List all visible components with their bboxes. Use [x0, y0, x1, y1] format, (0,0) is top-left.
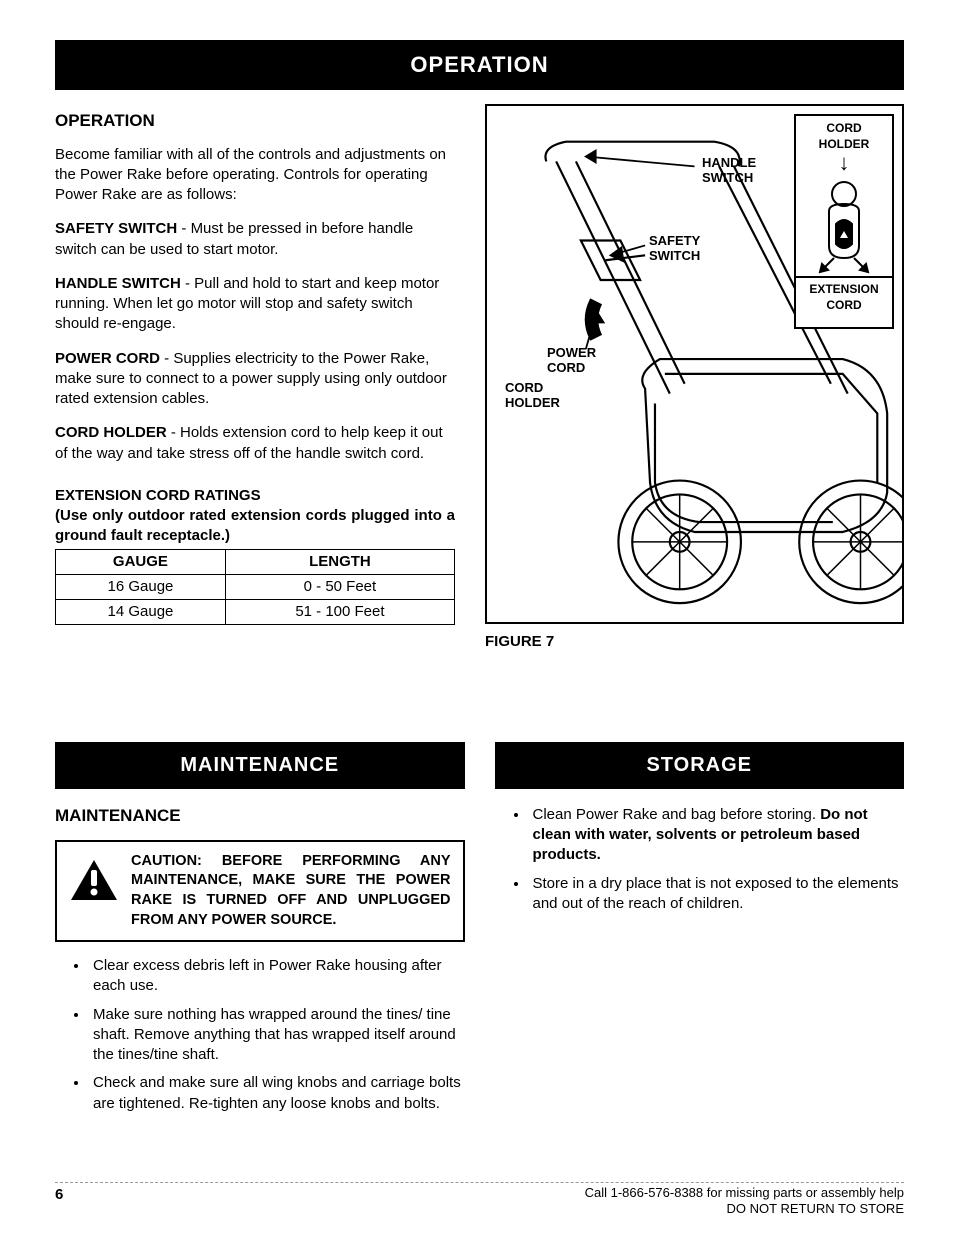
extension-ratings-heading: EXTENSION CORD RATINGS (Use only outdoor… [55, 486, 455, 547]
list-item: Make sure nothing has wrapped around the… [89, 1005, 465, 1066]
table-header-length: LENGTH [225, 549, 454, 574]
warning-icon [69, 858, 119, 902]
table-header-gauge: GAUGE [56, 549, 226, 574]
figure-caption: FIGURE 7 [485, 632, 904, 652]
figure-7-diagram: HANDLE SWITCH SAFETY SWITCH POWER CORD C… [485, 104, 904, 624]
storage-bullets: Clean Power Rake and bag before storing.… [495, 805, 905, 914]
list-item: Clean Power Rake and bag before storing.… [529, 805, 905, 866]
label-safety-switch: SAFETY SWITCH [649, 234, 700, 264]
op-item-safety: SAFETY SWITCH - Must be pressed in befor… [55, 219, 455, 260]
storage-column: STORAGE Clean Power Rake and bag before … [495, 742, 905, 1122]
op-item-cord-holder: CORD HOLDER - Holds extension cord to he… [55, 423, 455, 464]
label-cord-holder: CORD HOLDER [505, 381, 560, 411]
label-handle-switch: HANDLE SWITCH [702, 156, 756, 186]
cord-holder-inset: CORD HOLDER ↓ EXTENSION CORD [794, 114, 894, 329]
label-power-cord: POWER CORD [547, 346, 596, 376]
extension-cord-table: GAUGE LENGTH 16 Gauge 0 - 50 Feet 14 Gau… [55, 549, 455, 626]
operation-banner: OPERATION [55, 40, 904, 90]
table-row: 14 Gauge 51 - 100 Feet [56, 600, 455, 625]
maintenance-banner: MAINTENANCE [55, 742, 465, 789]
list-item: Clear excess debris left in Power Rake h… [89, 956, 465, 997]
operation-heading: OPERATION [55, 110, 455, 133]
figure-column: HANDLE SWITCH SAFETY SWITCH POWER CORD C… [485, 104, 904, 652]
operation-text-column: OPERATION Become familiar with all of th… [55, 104, 455, 652]
maintenance-heading: MAINTENANCE [55, 805, 465, 828]
maintenance-column: MAINTENANCE MAINTENANCE CAUTION: BEFORE … [55, 742, 465, 1122]
list-item: Check and make sure all wing knobs and c… [89, 1073, 465, 1114]
page-footer: 6 Call 1-866-576-8388 for missing parts … [55, 1182, 904, 1218]
footer-help: Call 1-866-576-8388 for missing parts or… [585, 1185, 904, 1218]
caution-box: CAUTION: BEFORE PERFORMING ANY MAINTENAN… [55, 840, 465, 942]
op-item-power-cord: POWER CORD - Supplies electricity to the… [55, 349, 455, 410]
storage-banner: STORAGE [495, 742, 905, 789]
list-item: Store in a dry place that is not exposed… [529, 874, 905, 915]
maintenance-bullets: Clear excess debris left in Power Rake h… [55, 956, 465, 1114]
op-item-handle: HANDLE SWITCH - Pull and hold to start a… [55, 274, 455, 335]
table-row: 16 Gauge 0 - 50 Feet [56, 574, 455, 599]
operation-intro: Become familiar with all of the controls… [55, 145, 455, 206]
caution-text: CAUTION: BEFORE PERFORMING ANY MAINTENAN… [131, 852, 451, 930]
page-number: 6 [55, 1185, 63, 1218]
